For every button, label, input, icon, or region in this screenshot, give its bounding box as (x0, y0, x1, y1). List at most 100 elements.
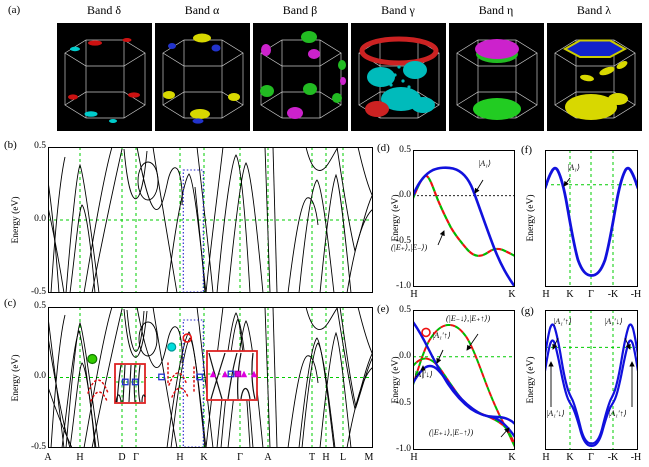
plot-frame (545, 150, 638, 287)
panel-c-band-structure (48, 307, 373, 448)
fermi-eta-svg (456, 39, 538, 120)
a1-annotation-arrow (563, 177, 571, 187)
panel-g-top-right-label: |A₁′↓⟩ (604, 317, 623, 326)
panel-e-ytick: -0.5 (395, 398, 411, 408)
panel-b-ylabel: Energy (eV) (11, 196, 21, 244)
green-circle-marker (87, 353, 98, 365)
panel-c-xtick: L (339, 452, 347, 463)
a1-band-curve (413, 166, 515, 287)
fermi-surface-band-eta (449, 23, 544, 131)
panel-c-xtick: H (322, 452, 330, 463)
band-lambda-label: Band λ (576, 3, 612, 17)
panel-c-tag: (c) (4, 297, 17, 309)
blue-square-marker (131, 378, 139, 386)
panel-g-bottom-left-label: |A₁′↓⟩ (546, 409, 565, 418)
magenta-triangle-markers (209, 370, 258, 378)
panel-d-e-pair-label: (|E₊⟩,|E₋⟩) (391, 243, 428, 252)
panel-c-xtick: K (200, 452, 208, 463)
panel-f-tag: (f) (521, 144, 532, 156)
red-circle-marker (421, 327, 431, 338)
fermi-beta-svg (260, 31, 346, 119)
top-annotation-arrow (466, 333, 479, 351)
panel-g-xtick: H (542, 452, 550, 463)
panel-b-tag: (b) (4, 139, 17, 151)
plot-frame (413, 150, 515, 287)
fermi-lambda-svg (554, 39, 636, 120)
blue-square-marker (227, 370, 235, 378)
panel-f-xtick: K (566, 289, 574, 300)
fermi-surface-band-gamma (351, 23, 446, 131)
band-eta-label: Band η (478, 3, 514, 17)
panel-f-plot (545, 150, 638, 287)
band-gamma-label: Band γ (381, 3, 415, 17)
panel-d-ytick: -0.5 (395, 236, 411, 246)
panel-c-xtick: M (364, 452, 374, 463)
panel-g-ylabel: Energy (eV) (526, 356, 536, 404)
panel-c-xtick: A (264, 452, 272, 463)
panel-e-xtick: H (410, 452, 418, 463)
panel-c-xtick: A (44, 452, 52, 463)
panel-g-tag: (g) (521, 305, 534, 317)
panel-c-xtick: T (308, 452, 316, 463)
plot-frame (48, 307, 373, 448)
brillouin-zone-wireframe (554, 39, 636, 119)
panel-d-xtick: K (508, 289, 516, 300)
brillouin-zone-wireframe (260, 39, 342, 119)
panel-c-ytick: 0.5 (34, 301, 46, 311)
panel-e-tag: (e) (377, 303, 390, 315)
panel-e-ytick: 0.0 (399, 351, 411, 361)
plot-frame (48, 147, 373, 293)
plot-frame (413, 310, 515, 450)
delta-pockets (68, 38, 140, 123)
brillouin-zone-wireframe (456, 39, 538, 119)
panel-d-a1-label: |A₁⟩ (478, 159, 491, 168)
lambda-pockets (562, 39, 628, 120)
a1-annotation-arrow (474, 179, 484, 194)
panel-b-band-structure (48, 147, 373, 293)
band-alpha-label: Band α (184, 3, 220, 17)
panel-d-ylabel: Energy (eV) (391, 194, 401, 242)
gamma-sheets (359, 36, 439, 117)
panel-d-ytick: 0.0 (399, 190, 411, 200)
fermi-gamma-svg (358, 36, 440, 119)
panel-d-plot (413, 150, 515, 287)
e-annotation-arrow (437, 230, 445, 246)
e-doublet-curve-red (413, 174, 515, 257)
panel-g-bottom-right-label: |A₁′↑⟩ (608, 409, 627, 418)
fermi-surface-band-lambda (547, 23, 642, 131)
a1-spin-split-curves (545, 323, 638, 447)
a1-up-annotation-arrow (436, 349, 444, 364)
brillouin-zone-wireframe (162, 39, 244, 119)
panel-b-ytick: 0.0 (34, 214, 46, 224)
panel-c-xtick: Γ (133, 452, 139, 463)
panel-d-tag: (d) (377, 142, 390, 154)
eta-pockets (473, 39, 521, 120)
panel-g-xtick: -K (607, 452, 619, 463)
blue-square-marker (121, 378, 129, 386)
panel-f-xtick: Γ (588, 289, 594, 300)
blue-square-marker (196, 373, 203, 381)
panel-d-ytick: -1.0 (395, 281, 411, 291)
fermi-alpha-svg (162, 33, 244, 124)
brillouin-zone-wireframe (64, 39, 146, 119)
panel-g-xtick: Γ (588, 452, 594, 463)
green-grid-lines (545, 310, 638, 450)
panel-c-xtick: D (118, 452, 126, 463)
panel-c-ytick: 0.0 (34, 371, 46, 381)
fermi-surface-band-delta (57, 23, 152, 131)
e-doublet-curve-green (413, 174, 515, 257)
panel-e-a1-dn-label: |A₁′↓⟩ (414, 370, 433, 379)
panel-c-ylabel: Energy (eV) (11, 354, 21, 402)
panel-e-plot (413, 310, 515, 450)
panel-g-plot (545, 310, 638, 450)
panel-g-xtick: -H (630, 452, 642, 463)
red-circle-marker (182, 333, 193, 343)
blue-square-marker (158, 373, 165, 381)
cyan-circle-marker (167, 342, 177, 352)
panel-e-ylabel: Energy (eV) (391, 356, 401, 404)
panel-c-ytick: -0.5 (30, 442, 46, 452)
band-curves (48, 147, 373, 293)
panel-d-ytick: 0.5 (399, 145, 411, 155)
panel-c-xtick: H (176, 452, 184, 463)
